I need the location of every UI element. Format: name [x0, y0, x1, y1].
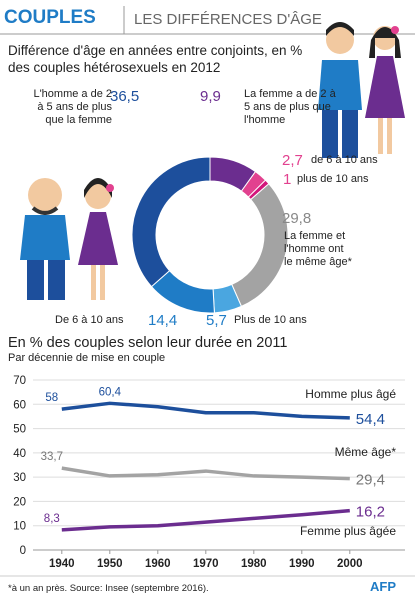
x-tick-label: 1970	[193, 558, 219, 570]
donut-category-label: De 6 à 10 ans	[55, 314, 124, 326]
illustration-couple-top	[318, 22, 405, 158]
donut-slice	[231, 183, 289, 308]
footer-note: *à un an près. Source: Insee (septembre …	[8, 583, 209, 594]
series-line	[61, 466, 350, 481]
y-tick-label: 0	[20, 545, 26, 557]
data-label: 29,4	[356, 472, 385, 489]
donut-title: Différence d'âge en années entre conjoin…	[8, 43, 303, 75]
series-name: Femme plus âgée	[300, 524, 396, 538]
y-tick-label: 70	[13, 375, 26, 387]
x-tick-label: 1950	[97, 558, 123, 570]
donut-slice	[131, 156, 211, 288]
donut-category-label: L'homme a de 2 à 5 ans de plus que la fe…	[33, 88, 112, 126]
series-line	[61, 401, 350, 420]
donut-category-label: Plus de 10 ans	[234, 314, 307, 326]
series-line	[61, 508, 350, 532]
donut-category-label: La femme et l'homme ont le même âge*	[284, 230, 352, 268]
data-label: 60,4	[99, 386, 122, 398]
data-label: 58	[45, 392, 58, 404]
data-label: 16,2	[356, 504, 385, 521]
data-label: 8,3	[44, 513, 60, 525]
donut-category-label: La femme a de 2 à 5 ans de plus que l'ho…	[244, 88, 336, 126]
donut-value-label: 5,7	[206, 312, 227, 329]
footer-logo: AFP	[370, 579, 396, 594]
donut-value-label: 29,8	[282, 210, 312, 227]
y-tick-label: 40	[13, 448, 26, 460]
y-tick-label: 10	[13, 521, 26, 533]
illustration-couple-left	[20, 178, 118, 300]
donut-value-label: 2,7	[282, 152, 303, 169]
series-name: Homme plus âgé	[305, 387, 396, 401]
y-tick-label: 30	[13, 472, 26, 484]
y-tick-label: 20	[13, 496, 26, 508]
line-title: En % des couples selon leur durée en 201…	[8, 335, 288, 351]
donut-value-label: 9,9	[200, 88, 221, 105]
donut-value-label: 1	[283, 171, 292, 188]
donut-category-label: plus de 10 ans	[297, 173, 369, 185]
donut-value-label: 14,4	[148, 312, 178, 329]
x-tick-label: 1940	[49, 558, 75, 570]
x-tick-label: 1990	[289, 558, 315, 570]
series-name: Même âge*	[335, 445, 397, 459]
header-title: COUPLES	[4, 7, 96, 28]
donut-category-label: de 6 à 10 ans	[311, 154, 378, 166]
x-tick-label: 1980	[241, 558, 267, 570]
y-tick-label: 50	[13, 424, 26, 436]
donut-value-label: 36,5	[110, 88, 140, 105]
data-label: 33,7	[41, 451, 63, 463]
x-tick-label: 1960	[145, 558, 171, 570]
y-tick-label: 60	[13, 399, 26, 411]
line-subtitle: Par décennie de mise en couple	[8, 352, 166, 364]
data-label: 54,4	[356, 411, 385, 428]
x-tick-label: 2000	[337, 558, 363, 570]
header-subtitle: LES DIFFÉRENCES D'ÂGE	[134, 11, 322, 28]
